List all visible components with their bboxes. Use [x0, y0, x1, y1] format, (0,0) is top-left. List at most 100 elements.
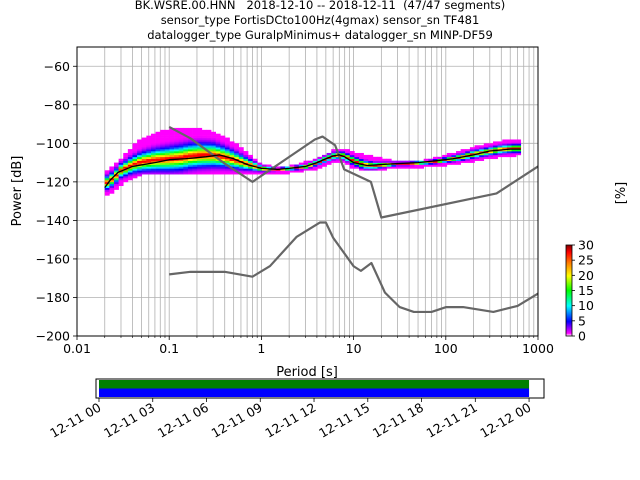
heatmap-cell: [118, 162, 124, 165]
heatmap-cell: [317, 166, 323, 169]
heatmap-cell: [132, 174, 138, 177]
heatmap-cell: [160, 143, 166, 146]
heatmap-cell: [215, 133, 221, 136]
heatmap-cell: [211, 139, 216, 142]
heatmap-cell: [215, 152, 221, 156]
heatmap-cell: [303, 162, 309, 165]
heatmap-cell: [169, 137, 175, 140]
heatmap-cell: [211, 168, 216, 171]
heatmap-cell: [395, 160, 401, 163]
heatmap-cell: [289, 164, 295, 167]
heatmap-cell: [395, 164, 401, 167]
heatmap-cell: [183, 162, 189, 165]
heatmap-cell: [409, 164, 415, 167]
heatmap-cell: [192, 145, 198, 148]
heatmap-cell: [516, 149, 522, 152]
heatmap-cell: [178, 129, 184, 133]
heatmap-cell: [215, 141, 221, 144]
heatmap-cell: [234, 160, 240, 163]
heatmap-cell: [118, 166, 124, 169]
heatmap-cell: [220, 172, 226, 175]
heatmap-cell: [345, 158, 351, 161]
heatmap-cell: [169, 156, 175, 160]
heatmap-cell: [197, 168, 203, 171]
heatmap-cell: [215, 139, 221, 142]
colorbar-tick-label: 5: [578, 313, 586, 328]
x-axis-label: Period [s]: [276, 365, 338, 380]
heatmap-cell: [104, 187, 110, 190]
heatmap-cell: [192, 149, 198, 152]
heatmap-cell: [234, 147, 240, 150]
heatmap-cell: [497, 152, 503, 156]
heatmap-cell: [511, 141, 517, 144]
heatmap-cell: [215, 143, 221, 146]
heatmap-cell: [474, 145, 480, 148]
heatmap-cell: [229, 149, 235, 152]
heatmap-cell: [248, 170, 253, 173]
heatmap-cell: [215, 151, 221, 154]
heatmap-cell: [141, 158, 147, 161]
heatmap-cell: [132, 176, 138, 179]
heatmap-cell: [178, 166, 184, 169]
heatmap-cell: [252, 164, 258, 167]
heatmap-cell: [118, 178, 124, 181]
heatmap-cell: [493, 143, 498, 146]
heatmap-cell: [197, 149, 203, 152]
heatmap-cell: [442, 160, 448, 163]
heatmap-cell: [488, 149, 494, 152]
y-tick-label: −180: [36, 290, 70, 305]
heatmap-cell: [197, 147, 203, 150]
heatmap-cell: [354, 156, 360, 160]
heatmap-cell: [479, 147, 485, 150]
heatmap-cell: [511, 152, 517, 156]
heatmap-cell: [220, 139, 226, 142]
heatmap-cell: [451, 156, 457, 160]
heatmap-cell: [183, 172, 189, 175]
heatmap-cell: [340, 158, 346, 161]
heatmap-cell: [132, 162, 138, 165]
heatmap-cell: [479, 149, 485, 152]
heatmap-cell: [414, 160, 420, 163]
x-axis-ticks: 0.01 0.1 1 10 100 1000: [63, 336, 554, 356]
heatmap-cell: [160, 172, 166, 175]
heatmap-cell: [340, 152, 346, 156]
heatmap-cell: [298, 168, 304, 171]
heatmap-cell: [248, 162, 253, 165]
heatmap-cell: [169, 141, 175, 144]
heatmap-cell: [141, 149, 147, 152]
heatmap-cell: [294, 170, 300, 173]
heatmap-cell: [248, 172, 253, 175]
heatmap-cell: [155, 152, 161, 156]
heatmap-cell: [354, 160, 360, 163]
heatmap-cell: [349, 151, 355, 154]
heatmap-cell: [211, 143, 216, 146]
heatmap-cell: [164, 141, 170, 144]
heatmap-cell: [164, 135, 170, 138]
heatmap-cell: [294, 168, 300, 171]
heatmap-cell: [192, 162, 198, 165]
heatmap-cell: [160, 168, 166, 171]
timeline-tick-label: 12-11 06: [155, 400, 211, 441]
heatmap-cell: [118, 176, 124, 179]
heatmap-cell: [224, 137, 230, 140]
heatmap-cell: [372, 164, 378, 167]
heatmap-cell: [451, 162, 457, 165]
heatmap-cell: [229, 154, 235, 158]
heatmap-cell: [511, 139, 517, 142]
heatmap-cell: [243, 152, 249, 156]
heatmap-cell: [174, 160, 180, 163]
heatmap-cell: [211, 151, 216, 154]
heatmap-cell: [132, 172, 138, 175]
heatmap-cell: [502, 141, 508, 144]
heatmap-cell: [174, 156, 180, 160]
nlnm-line: [169, 221, 538, 314]
heatmap-cell: [150, 133, 156, 136]
heatmap-cell: [437, 162, 443, 165]
heatmap-cell: [155, 170, 161, 173]
heatmap-cell: [220, 141, 226, 144]
heatmap-cell: [187, 160, 193, 163]
heatmap-cell: [502, 143, 508, 146]
heatmap-cell: [187, 143, 193, 146]
colorbar-tick-label: 10: [578, 298, 594, 313]
